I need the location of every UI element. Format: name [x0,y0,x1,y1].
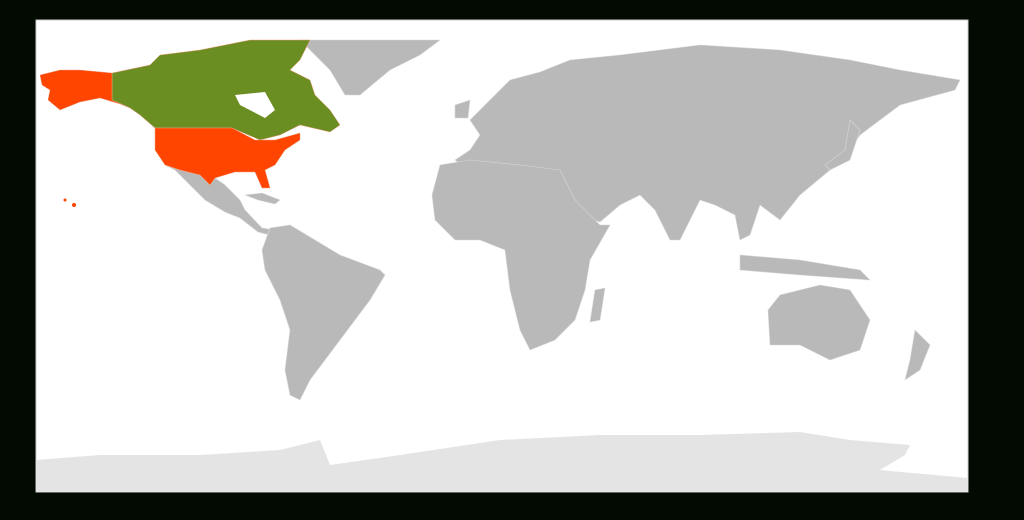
africa[interactable] [431,159,611,351]
madagascar[interactable] [589,287,606,323]
caribbean[interactable] [244,192,281,205]
land-layer [36,39,968,492]
australia[interactable] [767,284,871,361]
alaska[interactable] [39,69,131,111]
hawaii[interactable] [63,198,67,202]
antarctica[interactable] [36,432,968,492]
highlight-layer [39,39,341,207]
south-america[interactable] [261,224,386,401]
new-zealand[interactable] [904,329,931,381]
hawaii-big-island[interactable] [72,203,76,207]
japan[interactable] [824,119,861,171]
canada[interactable] [111,39,341,141]
greenland[interactable] [299,39,441,96]
southeast-asia-islands[interactable] [739,254,871,281]
hudson-bay [235,92,275,118]
united-kingdom[interactable] [454,99,471,119]
usa-mainland[interactable] [154,127,301,189]
